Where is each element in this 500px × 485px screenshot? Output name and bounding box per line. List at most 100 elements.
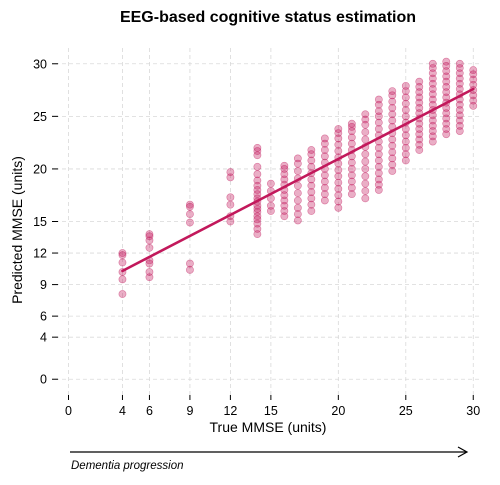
data-point <box>374 107 383 115</box>
data-point <box>307 200 316 209</box>
data-point <box>401 99 410 108</box>
y-tick-label: 12 <box>33 247 47 261</box>
data-point <box>388 135 397 144</box>
data-point <box>118 251 127 260</box>
data-point <box>253 176 262 185</box>
data-point <box>334 140 343 149</box>
data-point <box>293 189 302 198</box>
data-point <box>374 156 383 165</box>
data-point <box>334 129 343 138</box>
data-point <box>361 179 370 188</box>
y-tick-label: 6 <box>40 310 47 324</box>
data-point <box>186 210 194 219</box>
chart-title: EEG-based cognitive status estimation <box>120 9 416 26</box>
data-point <box>361 165 370 173</box>
data-point <box>334 166 343 174</box>
data-point <box>347 183 356 192</box>
y-axis-ticks: 0 4 6 9 12 15 20 25 30 <box>33 57 58 387</box>
x-tick-label: 0 <box>65 404 72 418</box>
data-point <box>145 232 154 241</box>
data-point <box>347 190 356 199</box>
data-point <box>307 162 316 171</box>
data-point <box>253 143 262 152</box>
data-point <box>334 147 343 155</box>
x-tick-label: 9 <box>186 404 193 418</box>
data-point <box>334 172 343 181</box>
data-point <box>307 175 316 184</box>
data-point <box>334 185 343 193</box>
progression-annotation: Dementia progression <box>71 460 184 472</box>
data-point <box>320 190 329 199</box>
data-point <box>293 167 302 175</box>
progression-arrow-head-icon <box>457 446 469 458</box>
data-point <box>361 194 370 203</box>
data-point <box>253 147 262 155</box>
data-point <box>320 177 329 186</box>
y-tick-label: 0 <box>40 373 47 387</box>
x-axis-ticks: 0 4 6 9 12 15 20 25 30 <box>65 395 480 418</box>
data-point <box>307 150 316 159</box>
y-axis-label: Predicted MMSE (units) <box>9 156 25 304</box>
x-tick-label: 30 <box>466 404 480 418</box>
data-point <box>455 64 464 72</box>
data-point <box>361 110 370 119</box>
data-point <box>347 133 356 142</box>
data-point <box>388 97 397 106</box>
data-point <box>186 218 194 227</box>
data-point <box>428 64 437 72</box>
data-point <box>361 135 370 144</box>
y-tick-label: 15 <box>33 215 47 229</box>
data-point <box>226 168 235 176</box>
y-tick-label: 4 <box>40 331 47 345</box>
data-point <box>361 128 370 137</box>
x-tick-label: 4 <box>119 404 126 418</box>
data-point <box>145 230 154 239</box>
data-point <box>401 93 410 102</box>
data-point <box>347 165 356 173</box>
regression-fit-line <box>121 87 475 273</box>
data-point <box>320 152 329 161</box>
data-point <box>145 236 154 245</box>
data-point <box>226 193 235 202</box>
data-point <box>361 172 370 181</box>
data-point <box>118 258 127 267</box>
data-point <box>401 156 410 165</box>
data-point <box>320 183 329 192</box>
data-point <box>401 150 410 159</box>
data-point <box>388 167 397 175</box>
x-tick-label: 25 <box>399 404 413 418</box>
fit-line-group <box>121 87 475 273</box>
data-point <box>401 106 410 114</box>
x-tick-label: 15 <box>264 404 278 418</box>
data-point <box>186 265 194 274</box>
data-point <box>320 146 329 154</box>
data-point <box>388 91 397 100</box>
data-point <box>307 207 316 215</box>
data-point <box>145 268 154 276</box>
data-point <box>307 188 316 196</box>
data-point <box>374 95 383 104</box>
data-point <box>401 143 410 152</box>
data-point <box>347 119 356 128</box>
data-point <box>293 154 302 163</box>
y-tick-label: 20 <box>33 162 47 176</box>
data-point <box>374 118 383 127</box>
data-point <box>253 208 262 216</box>
data-point <box>226 200 235 209</box>
data-point <box>401 81 410 90</box>
data-point <box>186 200 194 209</box>
data-point <box>320 134 329 143</box>
data-point <box>361 150 370 159</box>
data-point <box>253 170 262 179</box>
data-point <box>320 196 329 205</box>
data-point <box>186 202 194 211</box>
data-point <box>361 157 370 166</box>
data-point <box>334 125 343 133</box>
data-point <box>334 203 343 212</box>
data-point <box>118 249 127 257</box>
data-point <box>307 194 316 203</box>
data-point <box>442 57 451 66</box>
data-point <box>118 290 127 298</box>
data-point <box>253 190 262 199</box>
